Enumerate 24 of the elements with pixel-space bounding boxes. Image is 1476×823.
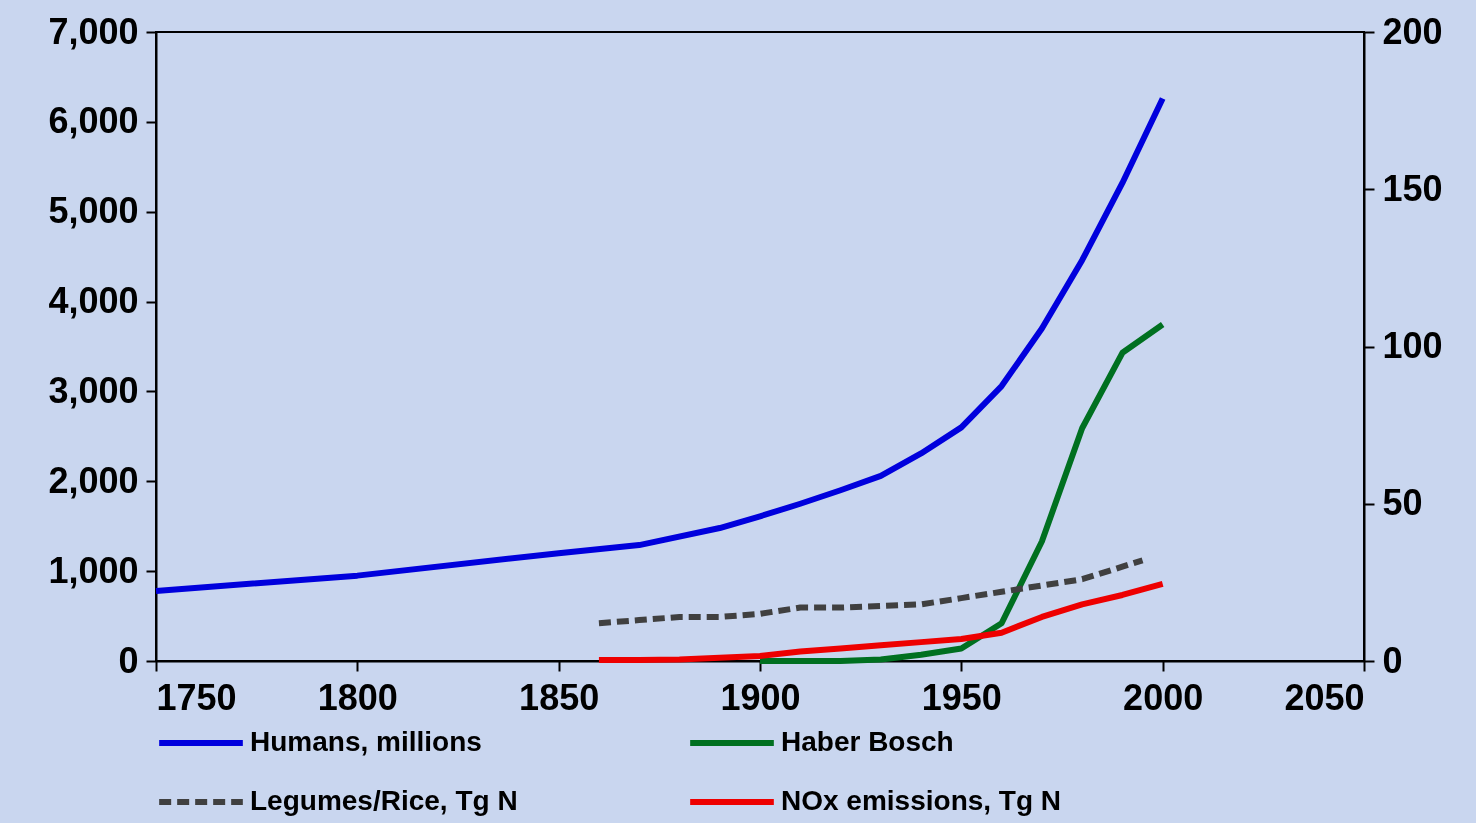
legend-label: Legumes/Rice, Tg N <box>250 785 518 816</box>
x-tick-label: 2000 <box>1123 676 1204 718</box>
y2-tick-label: 0 <box>1382 639 1403 681</box>
y-tick-label: 6,000 <box>48 100 139 142</box>
y-tick-label: 5,000 <box>48 190 139 232</box>
y2-tick-label: 50 <box>1382 482 1423 524</box>
x-tick-label: 1850 <box>519 676 600 718</box>
y-tick-label: 2,000 <box>48 459 139 501</box>
x-tick-label: 2050 <box>1284 676 1365 718</box>
y-tick-label: 1,000 <box>48 549 139 591</box>
y2-tick-label: 100 <box>1382 325 1443 366</box>
y-tick-label: 0 <box>118 639 139 681</box>
y2-tick-label: 150 <box>1382 167 1443 209</box>
x-tick-label: 1950 <box>921 676 1002 718</box>
x-tick-label: 1900 <box>720 676 801 718</box>
x-tick-label: 1750 <box>156 676 237 718</box>
legend-label: Humans, millions <box>250 726 482 757</box>
legend-label: Haber Bosch <box>781 726 954 757</box>
x-tick-label: 1800 <box>317 676 398 718</box>
y-tick-label: 4,000 <box>48 280 139 322</box>
legend-label: NOx emissions, Tg N <box>781 785 1062 816</box>
y2-tick-label: 200 <box>1382 10 1443 52</box>
y-tick-label: 3,000 <box>48 369 139 411</box>
y-tick-label: 7,000 <box>48 10 139 52</box>
